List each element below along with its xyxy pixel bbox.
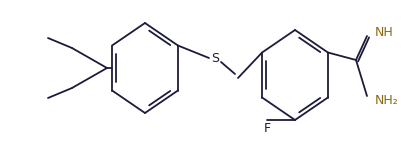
Text: NH₂: NH₂: [374, 93, 398, 106]
Text: S: S: [211, 51, 218, 64]
Text: NH: NH: [374, 26, 393, 39]
Text: F: F: [263, 122, 270, 135]
